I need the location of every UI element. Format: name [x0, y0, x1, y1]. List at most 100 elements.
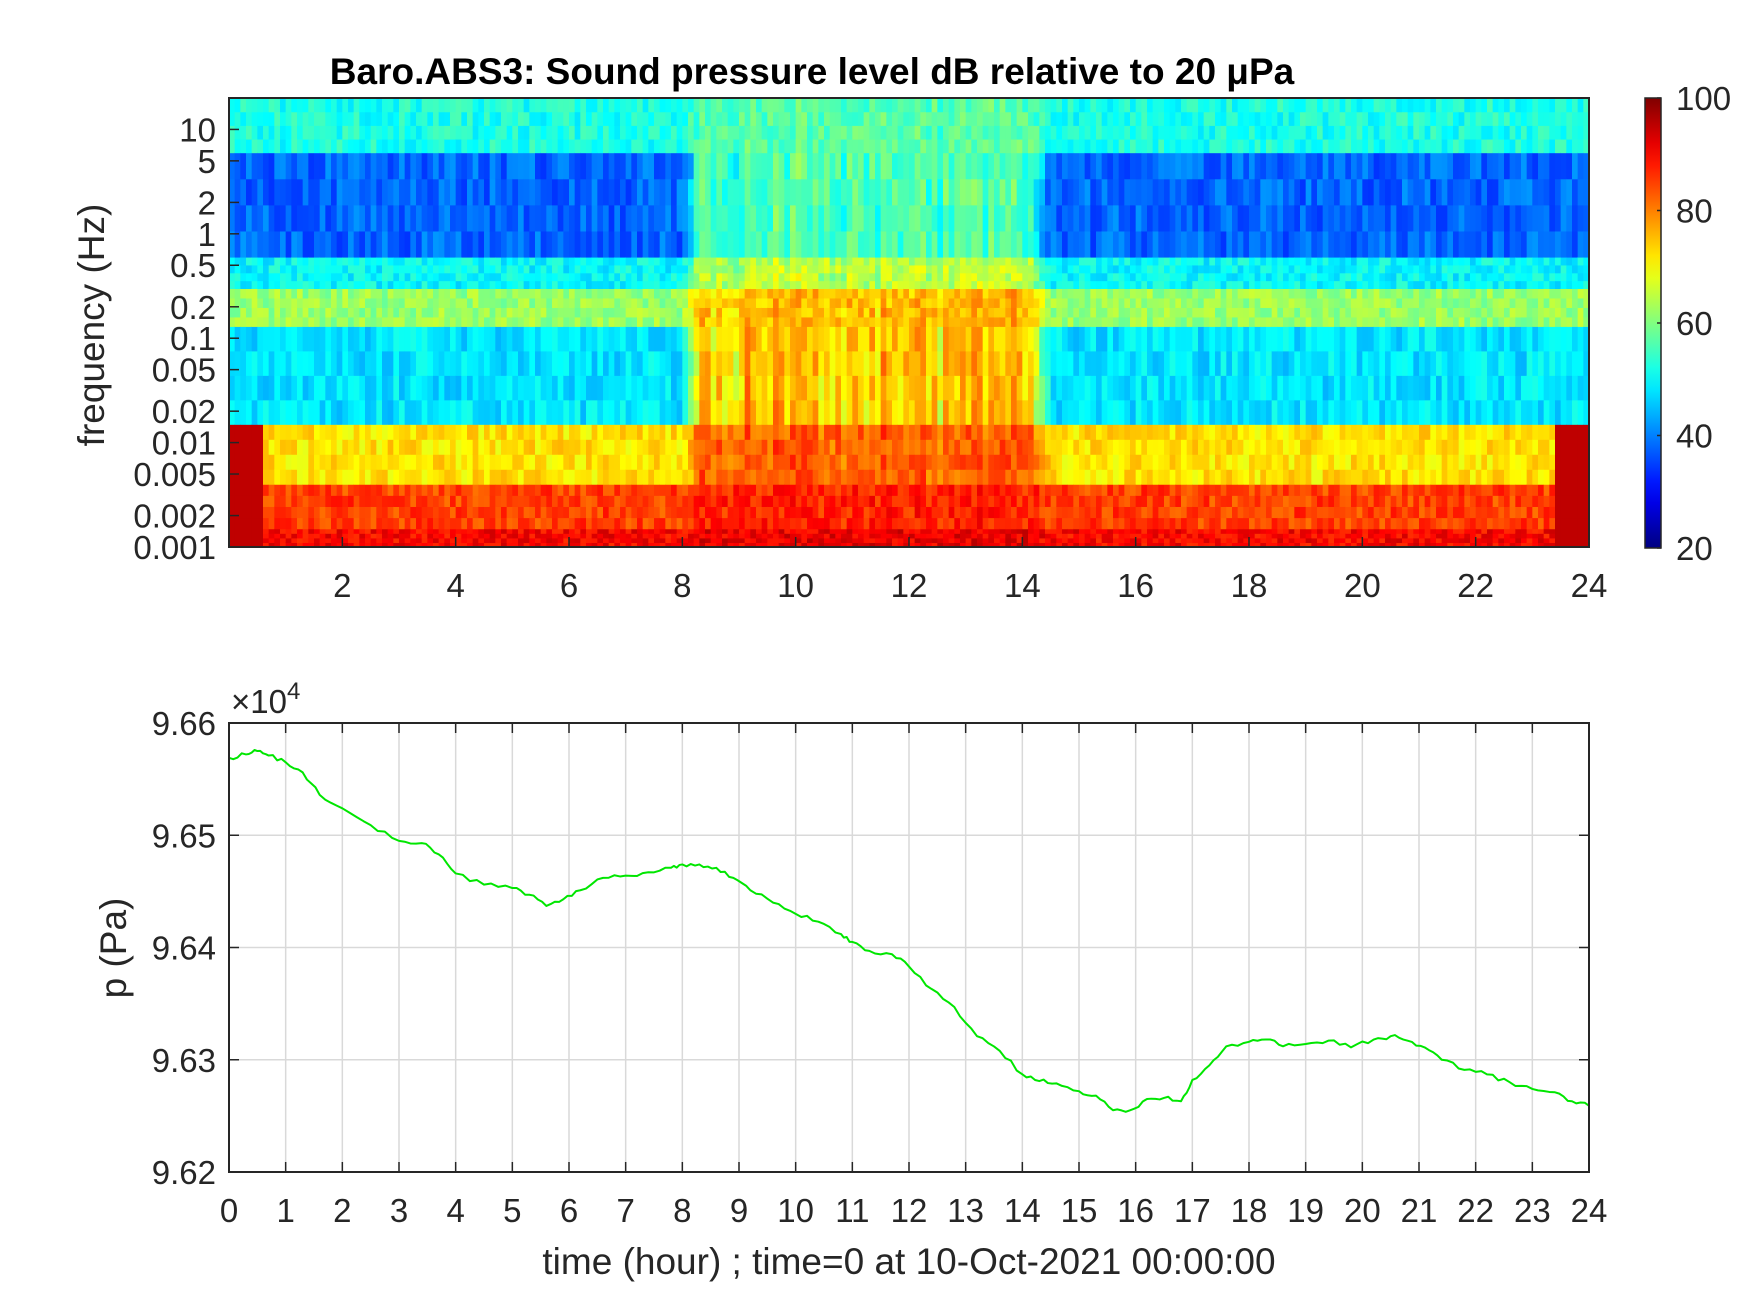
- spectrogram-cell: [716, 98, 723, 113]
- spectrogram-cell: [1050, 533, 1057, 539]
- spectrogram-cell: [722, 280, 729, 290]
- spectrogram-cell: [892, 454, 899, 470]
- spectrogram-cell: [234, 399, 241, 425]
- spectrogram-cell: [642, 506, 649, 519]
- spectrogram-cell: [1062, 316, 1069, 327]
- spectrogram-cell: [914, 264, 921, 274]
- spectrogram-cell: [535, 272, 542, 282]
- spectrogram-cell: [325, 399, 332, 425]
- spectrogram-cell: [739, 230, 746, 258]
- spectrogram-cell: [501, 272, 508, 282]
- spectrogram-cell: [835, 98, 842, 113]
- spectrogram-cell: [393, 288, 400, 299]
- spectrogram-cell: [784, 125, 791, 140]
- spectrogram-cell: [529, 297, 536, 308]
- spectrogram-cell: [512, 484, 519, 496]
- spectrogram-cell: [722, 533, 729, 539]
- spectrogram-cell: [705, 326, 712, 352]
- spectrogram-cell: [954, 111, 961, 126]
- spectrogram-cell: [529, 424, 536, 440]
- spectrogram-cell: [523, 178, 530, 206]
- spectrogram-cell: [824, 297, 831, 308]
- spectrogram-cell: [393, 542, 400, 548]
- spectrogram-cell: [977, 537, 984, 544]
- spectrogram-cell: [710, 316, 717, 327]
- spectrogram-cell: [484, 399, 491, 425]
- spectrogram-cell: [387, 517, 394, 530]
- spectrogram-cell: [727, 506, 734, 519]
- spectrogram-cell: [699, 204, 706, 232]
- spectrogram-cell: [325, 424, 332, 440]
- spectrogram-cell: [529, 495, 536, 507]
- spectrogram-cell: [999, 454, 1006, 470]
- spectrogram-cell: [263, 152, 270, 180]
- spectrogram-cell: [336, 204, 343, 232]
- spectrogram-cell: [506, 98, 513, 113]
- spectrogram-cell: [506, 125, 513, 140]
- spectrogram-cell: [495, 98, 502, 113]
- spectrogram-cell: [892, 350, 899, 376]
- spectrogram-cell: [546, 230, 553, 258]
- spectrogram-cell: [461, 230, 468, 258]
- spectrogram-cell: [818, 288, 825, 299]
- spectrogram-cell: [761, 138, 768, 154]
- spectrogram-cell: [586, 517, 593, 530]
- spectrogram-cell: [620, 375, 627, 401]
- spectrogram-cell: [852, 152, 859, 180]
- spectrogram-cell: [535, 204, 542, 232]
- spectrogram-cell: [234, 469, 241, 485]
- spectrogram-cell: [914, 272, 921, 282]
- spectrogram-cell: [268, 375, 275, 401]
- spectrogram-cell: [994, 517, 1001, 530]
- spectrogram-cell: [1056, 537, 1063, 544]
- spectrogram-cell: [274, 454, 281, 470]
- spectrogram-cell: [920, 399, 927, 425]
- spectrogram-cell: [393, 138, 400, 154]
- spectrogram-cell: [263, 204, 270, 232]
- spectrogram-cell: [450, 484, 457, 496]
- spectrogram-cell: [251, 454, 258, 470]
- spectrogram-cell: [654, 533, 661, 539]
- spectrogram-cell: [943, 230, 950, 258]
- spectrogram-cell: [637, 256, 644, 266]
- spectrogram-cell: [1039, 528, 1046, 534]
- spectrogram-cell: [552, 125, 559, 140]
- spectrogram-cell: [291, 326, 298, 352]
- spectrogram-cell: [965, 439, 972, 455]
- chart-title: Baro.ABS3: Sound pressure level dB relat…: [330, 51, 1295, 92]
- spectrogram-cell: [1067, 424, 1074, 440]
- spectrogram-cell: [869, 316, 876, 327]
- spectrogram-cell: [999, 138, 1006, 154]
- spectrogram-cell: [308, 178, 315, 206]
- spectrogram-cell: [659, 399, 666, 425]
- spectrogram-cell: [251, 152, 258, 180]
- spectrogram-cell: [937, 454, 944, 470]
- spectrogram-cell: [246, 272, 253, 282]
- spectrogram-cell: [852, 375, 859, 401]
- spectrogram-cell: [484, 111, 491, 126]
- spectrogram-cell: [682, 517, 689, 530]
- spectrogram-cell: [297, 316, 304, 327]
- spectrogram-cell: [246, 204, 253, 232]
- spectrogram-cell: [631, 297, 638, 308]
- spectrogram-cell: [461, 424, 468, 440]
- spectrogram-cell: [410, 484, 417, 496]
- spectrogram-cell: [1090, 272, 1097, 282]
- spectrogram-cell: [727, 375, 734, 401]
- spectrogram-cell: [818, 469, 825, 485]
- spectrogram-cell: [699, 495, 706, 507]
- spectrogram-cell: [705, 288, 712, 299]
- spectrogram-cell: [348, 138, 355, 154]
- spectrogram-cell: [1107, 111, 1114, 126]
- spectrogram-cell: [756, 316, 763, 327]
- spectrogram-cell: [387, 98, 394, 113]
- spectrogram-cell: [971, 439, 978, 455]
- spectrogram-cell: [631, 288, 638, 299]
- spectrogram-cell: [1067, 495, 1074, 507]
- spectrogram-cell: [863, 316, 870, 327]
- spectrogram-cell: [251, 506, 258, 519]
- spectrogram-cell: [727, 495, 734, 507]
- spectrogram-cell: [467, 469, 474, 485]
- spectrogram-cell: [569, 375, 576, 401]
- spectrogram-cell: [886, 528, 893, 534]
